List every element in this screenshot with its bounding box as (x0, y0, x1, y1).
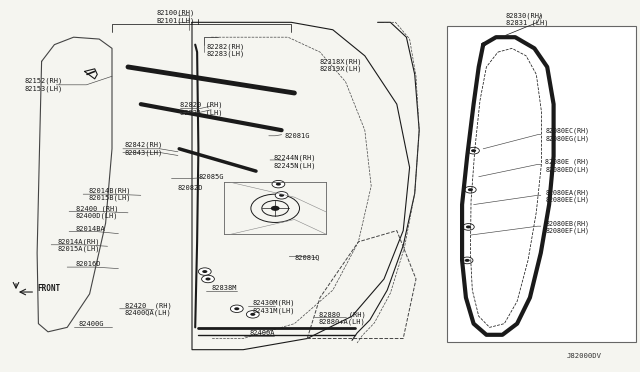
Text: 82838M: 82838M (211, 285, 237, 291)
Text: 82015A(LH): 82015A(LH) (58, 246, 100, 253)
Text: FRONT: FRONT (37, 284, 60, 293)
Text: 82431M(LH): 82431M(LH) (253, 307, 295, 314)
Text: 82080EA(RH): 82080EA(RH) (545, 189, 589, 196)
Text: 82821 (LH): 82821 (LH) (180, 109, 223, 116)
Text: 82430M(RH): 82430M(RH) (253, 300, 295, 307)
Text: 82014B(RH): 82014B(RH) (88, 187, 131, 194)
Circle shape (461, 257, 473, 264)
Text: 82080EG(LH): 82080EG(LH) (545, 135, 589, 142)
Text: 82016D: 82016D (76, 261, 101, 267)
Text: 82015B(LH): 82015B(LH) (88, 195, 131, 201)
Text: 82843(LH): 82843(LH) (125, 149, 163, 156)
Text: 82080E (RH): 82080E (RH) (545, 158, 589, 165)
Text: 82283(LH): 82283(LH) (206, 51, 244, 57)
Text: 82153(LH): 82153(LH) (24, 85, 63, 92)
Circle shape (250, 313, 255, 316)
Text: 82842(RH): 82842(RH) (125, 142, 163, 148)
Circle shape (202, 275, 214, 283)
Circle shape (246, 311, 259, 318)
Circle shape (198, 268, 211, 275)
Circle shape (471, 149, 476, 152)
Text: 82080EF(LH): 82080EF(LH) (545, 228, 589, 234)
Text: 82880+A(LH): 82880+A(LH) (319, 318, 365, 325)
Text: 82245N(LH): 82245N(LH) (274, 162, 316, 169)
Text: 82080EB(RH): 82080EB(RH) (545, 220, 589, 227)
Circle shape (230, 305, 243, 312)
Circle shape (202, 270, 207, 273)
Bar (447, 26, 636, 342)
Text: 82400G: 82400G (78, 321, 104, 327)
Circle shape (465, 259, 470, 262)
Text: 82014BA: 82014BA (76, 226, 105, 232)
Circle shape (271, 206, 280, 211)
Circle shape (276, 183, 281, 186)
Circle shape (465, 186, 476, 193)
Text: 82100(RH): 82100(RH) (157, 10, 195, 16)
Text: 82080EC(RH): 82080EC(RH) (545, 128, 589, 134)
Text: 82420  (RH): 82420 (RH) (125, 302, 172, 309)
Circle shape (279, 194, 284, 197)
Text: 82820 (RH): 82820 (RH) (180, 102, 223, 108)
Text: 82080ED(LH): 82080ED(LH) (545, 166, 589, 173)
Circle shape (463, 224, 474, 230)
Circle shape (234, 307, 239, 310)
Circle shape (468, 147, 479, 154)
Text: 82014A(RH): 82014A(RH) (58, 238, 100, 245)
Text: 82400 (RH): 82400 (RH) (76, 205, 118, 212)
Text: 82080EE(LH): 82080EE(LH) (545, 197, 589, 203)
Circle shape (272, 180, 285, 188)
Text: 82400D(LH): 82400D(LH) (76, 212, 118, 219)
Text: B2101(LH): B2101(LH) (157, 17, 195, 24)
Text: 82400QA(LH): 82400QA(LH) (125, 310, 172, 317)
Text: 82081G: 82081G (285, 133, 310, 139)
Text: 82244N(RH): 82244N(RH) (274, 155, 316, 161)
Text: 82819X(LH): 82819X(LH) (320, 65, 362, 72)
Text: 82400A: 82400A (250, 330, 275, 336)
Text: 82318X(RH): 82318X(RH) (320, 58, 362, 65)
Circle shape (466, 225, 471, 228)
Text: 82880  (RH): 82880 (RH) (319, 311, 365, 318)
Circle shape (275, 192, 288, 199)
Text: 82152(RH): 82152(RH) (24, 78, 63, 84)
Text: 82085G: 82085G (198, 174, 224, 180)
Text: 82081Q: 82081Q (294, 254, 320, 260)
Text: 82082D: 82082D (178, 185, 204, 191)
Text: 82831 (LH): 82831 (LH) (506, 20, 548, 26)
Text: 82830(RH): 82830(RH) (506, 12, 544, 19)
Text: 82282(RH): 82282(RH) (206, 43, 244, 50)
Circle shape (205, 278, 211, 280)
Circle shape (468, 188, 473, 191)
Text: J82000DV: J82000DV (566, 353, 602, 359)
